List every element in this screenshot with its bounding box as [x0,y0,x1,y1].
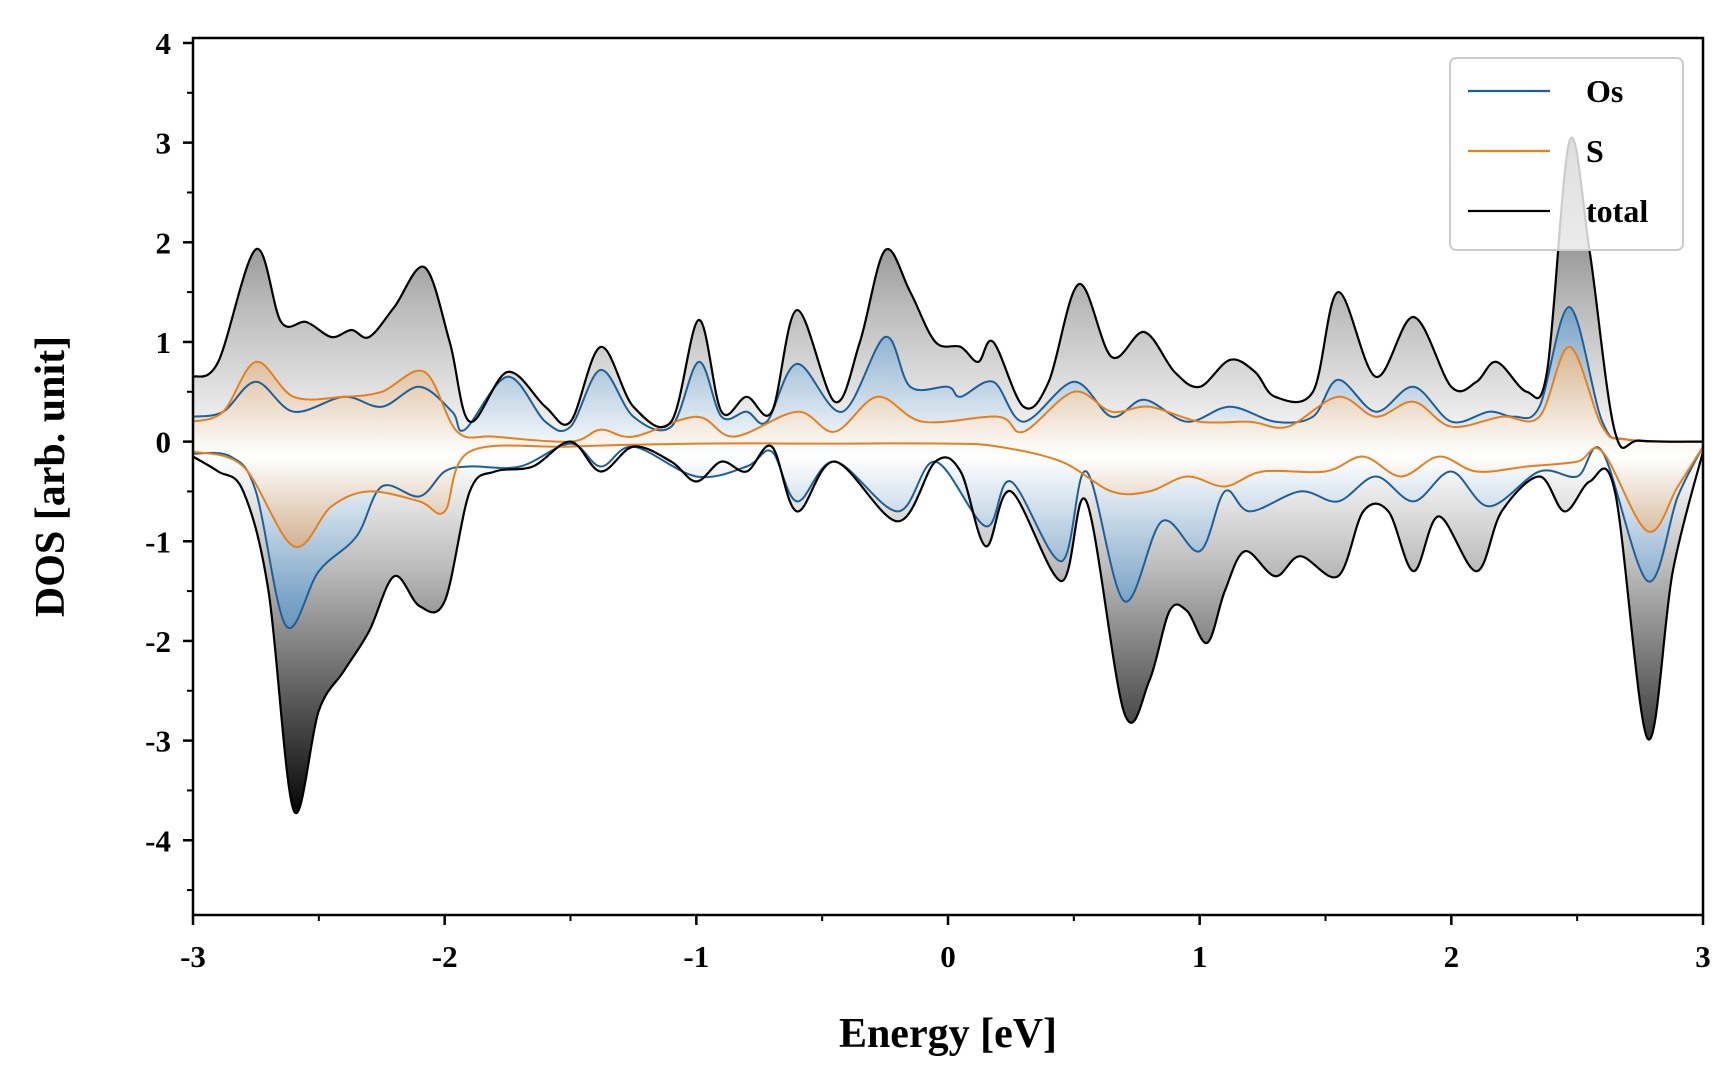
fill-os-spin-down [193,441,1703,629]
y-tick-label: -1 [145,524,171,559]
line-os-spin-down [193,442,1703,630]
x-tick-label: -1 [683,939,709,974]
line-s-spin-up [193,345,1703,443]
y-axis-label: DOS [arb. unit] [28,336,74,617]
y-tick-label: 2 [156,225,172,260]
x-tick-label: -2 [432,939,458,974]
fill-total-spin-up [193,137,1703,448]
x-tick-label: 1 [1192,939,1208,974]
legend-label-total: total [1586,193,1648,229]
legend-label-os: Os [1586,73,1623,109]
y-tick-label: 0 [156,425,172,460]
y-tick-label: 3 [156,126,172,161]
legend-label-s: S [1586,133,1604,169]
y-tick-label: -4 [145,823,171,858]
x-tick-label: 2 [1444,939,1460,974]
legend-box [1449,57,1684,251]
axis-ticks: -3 -2 -1 0 1 2 3 4 3 2 1 0 -1 -2 -3 -4 [145,26,1711,974]
fill-total-spin-down [193,441,1703,814]
y-tick-label: 4 [156,26,172,61]
y-tick-label: -2 [145,624,171,659]
line-total-spin-up [193,136,1703,449]
x-tick-label: -3 [180,939,206,974]
dos-fill-layer [193,137,1703,814]
y-tick-label: -3 [145,724,171,759]
x-axis-label: Energy [eV] [839,1011,1057,1057]
line-s-spin-down [193,442,1703,548]
x-tick-label: 0 [940,939,956,974]
fill-s-spin-down [193,441,1703,548]
fill-s-spin-up [193,346,1703,442]
line-total-spin-down [193,440,1703,815]
x-tick-label: 3 [1695,939,1711,974]
y-tick-label: 1 [156,325,172,360]
line-os-spin-up [193,306,1703,443]
dos-line-layer [193,136,1703,815]
